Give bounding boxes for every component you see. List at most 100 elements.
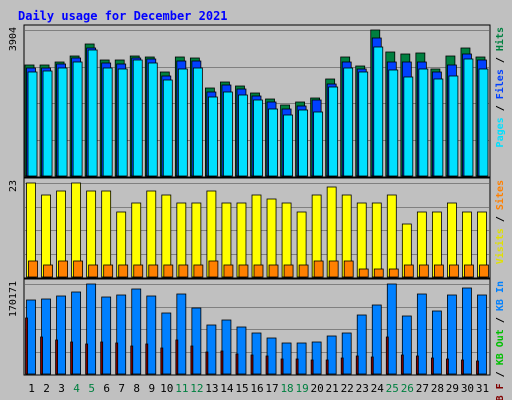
sites-bar	[178, 264, 189, 278]
day-label-9: 9	[148, 382, 155, 395]
legend-item: Visits	[494, 228, 506, 264]
kb-f-bar	[340, 357, 344, 375]
pages-bar	[87, 49, 98, 177]
sites-bar	[449, 264, 459, 278]
kb-f-bar	[115, 342, 119, 375]
bar-marks	[25, 283, 487, 375]
kb-f-bar	[280, 358, 284, 375]
kb-f-bar	[70, 341, 74, 375]
pages-bar	[418, 68, 429, 177]
pages-bar	[177, 68, 188, 177]
pages-bar	[388, 69, 399, 177]
pages-bar	[162, 79, 173, 177]
legend-item: /	[495, 99, 506, 117]
visits-bar	[371, 202, 382, 278]
day-label-31: 31	[476, 382, 489, 395]
pages-bar	[42, 70, 53, 177]
kb-in-bar	[447, 294, 457, 375]
legend-item: Sites	[494, 180, 506, 210]
pages-bar	[268, 108, 278, 177]
kb-f-bar	[100, 341, 104, 375]
day-label-24: 24	[371, 382, 385, 395]
kb-in-bar	[341, 332, 352, 375]
pages-bar	[72, 61, 83, 177]
kb-f-bar	[190, 345, 194, 375]
day-label-30: 30	[461, 382, 474, 395]
sites-bar	[88, 264, 99, 278]
kb-f-bar	[370, 356, 374, 375]
day-label-13: 13	[205, 382, 218, 395]
kb-f-bar	[85, 343, 89, 375]
sites-bar	[223, 264, 234, 278]
sites-bar	[479, 264, 489, 278]
day-label-18: 18	[280, 382, 293, 395]
pages-bar	[283, 114, 293, 177]
kb-in-bar	[56, 295, 66, 375]
sites-bar	[28, 260, 38, 278]
chart-title: Daily usage for December 2021	[18, 9, 228, 23]
pages-bar	[358, 71, 369, 177]
kb-in-bar	[101, 296, 112, 375]
pages-bar	[117, 68, 128, 177]
sites-bar	[313, 260, 324, 278]
sites-bar	[433, 264, 444, 278]
day-label-29: 29	[446, 382, 459, 395]
legend-item: KB F	[495, 383, 506, 400]
pages-bar	[223, 91, 233, 177]
kb-in-bar	[281, 342, 292, 375]
day-label-11: 11	[175, 382, 188, 395]
sites-bar	[358, 268, 369, 278]
pages-bar	[463, 58, 474, 177]
day-label-3: 3	[58, 382, 65, 395]
day-label-26: 26	[401, 382, 414, 395]
sites-bar	[328, 260, 339, 278]
pages-bar	[298, 109, 308, 177]
day-label-1: 1	[28, 382, 35, 395]
pages-bar	[448, 75, 459, 177]
kb-in-bar	[236, 326, 247, 375]
sites-bar	[403, 264, 414, 278]
kb-f-bar	[446, 358, 449, 375]
day-label-8: 8	[133, 382, 140, 395]
legend-item: /	[495, 365, 506, 383]
kb-in-bar	[146, 295, 157, 375]
kb-f-bar	[235, 353, 239, 375]
legend-item: Files	[494, 69, 506, 99]
visits-bar	[86, 190, 97, 278]
pages-bar	[328, 86, 339, 177]
kb-f-bar	[160, 347, 164, 375]
kb-in-bar	[161, 312, 172, 375]
kb-in-bar	[296, 342, 307, 375]
pages-bar	[27, 71, 38, 177]
kb-f-bar	[325, 359, 329, 375]
day-label-7: 7	[118, 382, 125, 395]
day-label-27: 27	[416, 382, 429, 395]
kb-f-bar	[400, 354, 404, 375]
sites-bar	[238, 264, 249, 278]
pages-bar	[238, 94, 248, 177]
day-label-2: 2	[43, 382, 50, 395]
kb-in-bar	[371, 304, 382, 375]
kb-f-bar	[310, 359, 314, 375]
kb-in-bar	[86, 283, 97, 375]
visits-bar	[101, 190, 112, 278]
kb-in-bar	[71, 291, 82, 375]
kb-in-bar	[176, 293, 187, 375]
pages-bar	[343, 67, 354, 177]
pages-bar	[132, 59, 143, 177]
sites-bar	[283, 264, 294, 278]
kb-f-bar	[355, 355, 359, 375]
kb-f-bar	[250, 354, 254, 375]
legend-item: KB In	[495, 281, 506, 311]
day-label-5: 5	[88, 382, 95, 395]
day-label-25: 25	[386, 382, 399, 395]
pages-bar	[147, 62, 158, 177]
panel-legend: Visits / Sites	[494, 180, 506, 264]
panel-max-label: 170171	[8, 281, 19, 317]
kb-in-bar	[206, 324, 217, 375]
sites-bar	[298, 264, 309, 278]
day-label-4: 4	[73, 382, 80, 395]
kb-f-bar	[205, 351, 209, 375]
